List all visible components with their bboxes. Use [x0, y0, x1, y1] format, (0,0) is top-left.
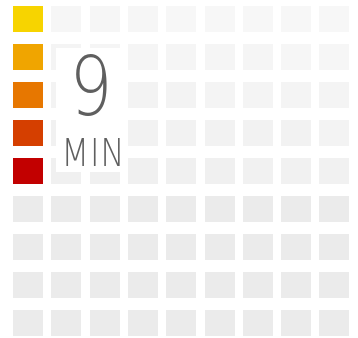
- level-segment: [166, 44, 197, 70]
- level-segment: [127, 120, 158, 146]
- level-segment: [13, 234, 43, 260]
- level-segment-active: [13, 120, 43, 146]
- timer-readout: 9 MIN: [56, 40, 126, 175]
- level-segment: [319, 272, 350, 298]
- level-segment: [13, 310, 43, 336]
- timer-value: 9: [69, 40, 113, 135]
- level-segment: [319, 6, 350, 32]
- level-segment: [204, 82, 235, 108]
- level-segment: [281, 234, 312, 260]
- level-segment: [242, 6, 273, 32]
- level-segment: [127, 272, 158, 298]
- level-segment: [127, 310, 158, 336]
- level-segment: [166, 272, 197, 298]
- level-segment: [242, 196, 273, 222]
- level-segment: [166, 120, 197, 146]
- level-segment: [204, 272, 235, 298]
- level-segment: [281, 44, 312, 70]
- level-segment: [166, 158, 197, 184]
- level-segment: [242, 82, 273, 108]
- level-segment: [89, 310, 120, 336]
- level-segment: [319, 44, 350, 70]
- level-segment-active: [13, 82, 43, 108]
- level-segment: [204, 196, 235, 222]
- level-segment: [204, 158, 235, 184]
- level-segment: [204, 310, 235, 336]
- level-segment: [319, 120, 350, 146]
- level-segment: [51, 310, 82, 336]
- level-segment: [127, 44, 158, 70]
- level-segment: [166, 310, 197, 336]
- level-segment: [319, 158, 350, 184]
- level-segment: [166, 6, 197, 32]
- level-segment: [51, 272, 82, 298]
- level-segment: [204, 44, 235, 70]
- level-segment: [281, 82, 312, 108]
- level-segment: [281, 6, 312, 32]
- level-segment: [127, 158, 158, 184]
- level-segment: [242, 44, 273, 70]
- timer-unit: MIN: [61, 131, 126, 175]
- level-segment: [204, 234, 235, 260]
- level-segment: [51, 234, 82, 260]
- level-segment: [166, 234, 197, 260]
- level-segment: [51, 6, 82, 32]
- level-segment: [51, 196, 82, 222]
- level-segment: [166, 82, 197, 108]
- level-segment: [166, 196, 197, 222]
- level-segment: [242, 234, 273, 260]
- level-segment-active: [13, 158, 43, 184]
- level-segment-active: [13, 44, 43, 70]
- level-segment: [319, 310, 350, 336]
- level-segment: [89, 196, 120, 222]
- level-segment: [281, 196, 312, 222]
- level-segment: [242, 272, 273, 298]
- level-segment: [281, 272, 312, 298]
- level-segment: [204, 120, 235, 146]
- level-segment: [204, 6, 235, 32]
- level-segment: [242, 158, 273, 184]
- level-segment: [242, 310, 273, 336]
- level-segment: [13, 196, 43, 222]
- level-segment: [242, 120, 273, 146]
- level-segment: [89, 6, 120, 32]
- level-segment: [281, 310, 312, 336]
- level-segment: [13, 272, 43, 298]
- level-segment: [281, 158, 312, 184]
- level-segment: [281, 120, 312, 146]
- level-segment: [319, 234, 350, 260]
- level-segment: [89, 234, 120, 260]
- level-segment: [319, 196, 350, 222]
- level-segment: [319, 82, 350, 108]
- level-segment: [127, 82, 158, 108]
- level-segment-active: [13, 6, 43, 32]
- level-segment: [89, 272, 120, 298]
- level-segment: [127, 6, 158, 32]
- level-segment: [127, 234, 158, 260]
- level-segment: [127, 196, 158, 222]
